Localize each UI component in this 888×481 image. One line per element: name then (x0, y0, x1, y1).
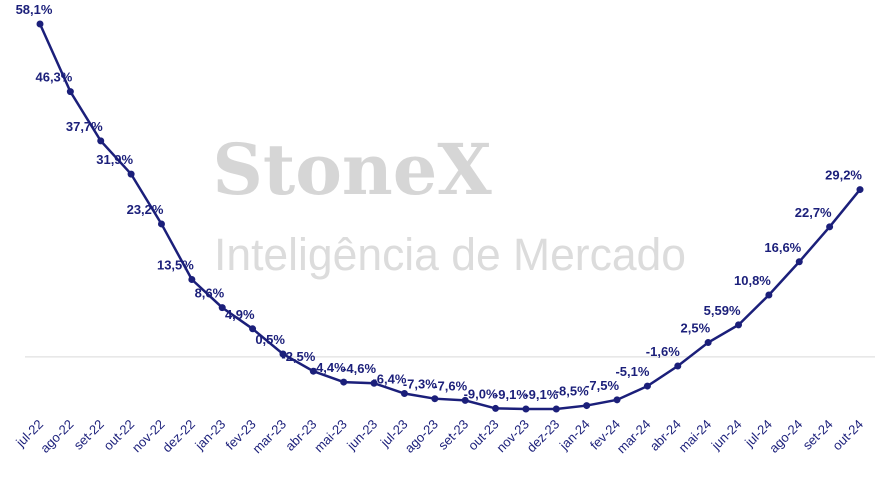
data-label: -6,4% (372, 372, 406, 387)
x-tick-label: mar-24 (614, 417, 654, 457)
x-tick-label: dez-22 (159, 417, 198, 456)
point (97, 137, 105, 145)
data-label: 46,3% (35, 70, 72, 85)
data-label: 2,5% (681, 321, 711, 336)
point (249, 325, 257, 333)
data-label: 23,2% (127, 202, 164, 217)
point (765, 291, 773, 299)
data-label: 58,1% (16, 2, 53, 17)
point (735, 321, 743, 329)
data-label: -9,1% (524, 387, 558, 402)
data-label: 16,6% (764, 240, 801, 255)
x-tick-label: out-24 (829, 417, 866, 454)
data-label: 4,9% (225, 307, 255, 322)
data-label: -9,1% (494, 387, 528, 402)
point (613, 396, 621, 404)
data-label: -1,6% (646, 344, 680, 359)
point (279, 350, 287, 358)
x-tick-label: jun-23 (343, 417, 380, 454)
data-label: 13,5% (157, 258, 194, 273)
x-tick-label: mai-24 (676, 417, 715, 456)
data-label: -7,6% (433, 378, 467, 393)
x-tick-label: nov-23 (493, 417, 532, 456)
data-label: 29,2% (825, 168, 862, 183)
data-label: -8,5% (555, 384, 589, 399)
x-tick-label: ago-22 (37, 417, 76, 456)
watermark-subtitle: Inteligência de Mercado (214, 229, 686, 280)
line (38, 23, 861, 411)
point (856, 186, 864, 194)
data-label: -4,4% (312, 360, 346, 375)
x-tick-label: set-24 (800, 417, 836, 453)
point (218, 304, 226, 312)
point (795, 258, 803, 266)
data-label: 0,5% (255, 332, 285, 347)
point (66, 88, 74, 96)
x-tick-label: jan-23 (191, 417, 228, 454)
point (309, 367, 317, 375)
x-tick-label: dez-23 (524, 417, 563, 456)
x-tick-label: set-23 (435, 417, 471, 453)
point (127, 170, 135, 178)
point (461, 396, 469, 404)
data-label: -9,0% (464, 386, 498, 401)
point (431, 395, 439, 403)
point (370, 379, 378, 387)
x-tick-label: mar-23 (249, 417, 289, 457)
point (674, 362, 682, 370)
data-label: 10,8% (734, 273, 771, 288)
point (157, 220, 165, 228)
point (522, 405, 530, 413)
data-label: -7,5% (585, 378, 619, 393)
x-tick-label: ago-24 (766, 417, 805, 456)
data-label: -5,1% (615, 364, 649, 379)
point (583, 402, 591, 410)
point (492, 404, 500, 412)
data-label: -4,6% (342, 361, 376, 376)
data-label: 8,6% (195, 286, 225, 301)
point (340, 378, 348, 386)
data-label: 5,59% (704, 303, 741, 318)
data-label: -2,5% (281, 349, 315, 364)
point (36, 20, 44, 28)
x-tick-label: ago-23 (402, 417, 441, 456)
point (552, 405, 560, 413)
data-label: 31,9% (96, 152, 133, 167)
x-tick-label: jan-24 (556, 417, 593, 454)
watermark-brand: StoneX (212, 128, 492, 211)
x-tick-label: jun-24 (708, 417, 745, 454)
data-label: 37,7% (66, 119, 103, 134)
point (643, 382, 651, 390)
point (704, 339, 712, 347)
x-tick-label: mai-23 (311, 417, 350, 456)
data-label: -7,3% (403, 377, 437, 392)
x-tick-label: nov-22 (129, 417, 168, 456)
x-tick-label: set-22 (71, 417, 107, 453)
point (188, 276, 196, 284)
point (400, 390, 408, 398)
point (826, 223, 834, 231)
data-label: 22,7% (795, 205, 832, 220)
